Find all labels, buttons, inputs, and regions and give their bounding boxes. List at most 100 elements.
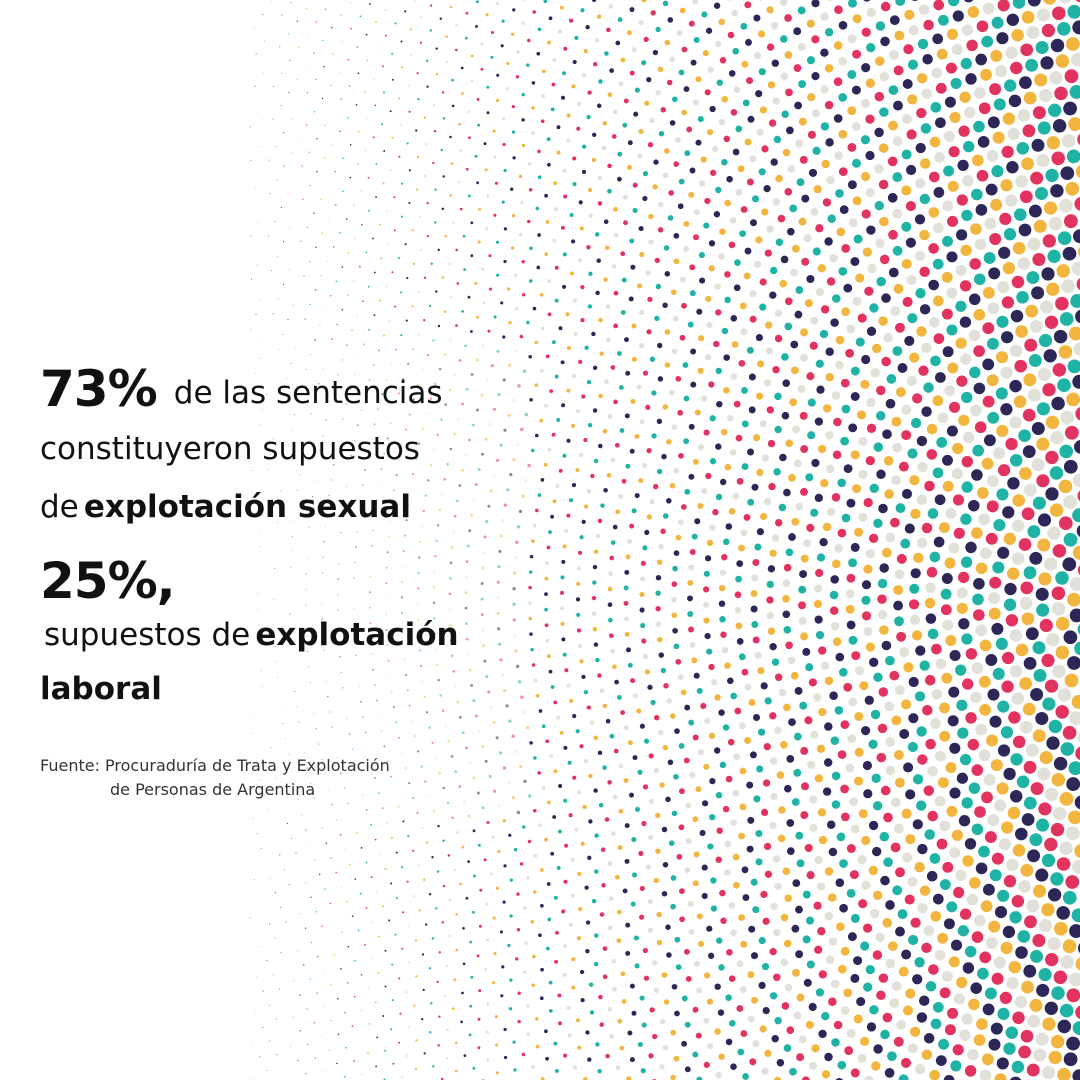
pattern-dot xyxy=(969,877,981,889)
pattern-dot xyxy=(453,373,457,377)
pattern-dot xyxy=(795,950,804,959)
pattern-dot xyxy=(796,178,805,187)
pattern-dot xyxy=(523,779,527,784)
pattern-dot xyxy=(331,804,333,806)
pattern-dot xyxy=(885,398,896,409)
pattern-dot xyxy=(470,684,473,687)
pattern-dot xyxy=(918,365,929,376)
pattern-dot xyxy=(592,626,598,632)
pattern-dot xyxy=(570,423,576,428)
pattern-dot xyxy=(684,150,691,157)
pattern-dot xyxy=(451,104,455,108)
pattern-dot xyxy=(454,685,457,689)
pattern-dot xyxy=(1063,1052,1078,1067)
pattern-dot xyxy=(987,411,1000,424)
pattern-dot xyxy=(832,559,841,569)
pattern-dot xyxy=(701,892,708,900)
pattern-dot xyxy=(658,729,664,736)
pattern-dot xyxy=(730,929,737,937)
pattern-dot xyxy=(437,678,440,682)
pattern-dot xyxy=(569,212,574,218)
pattern-dot xyxy=(718,584,726,592)
pattern-dot xyxy=(536,51,541,56)
pattern-dot xyxy=(596,258,601,263)
pattern-dot xyxy=(766,225,774,233)
pattern-dot xyxy=(862,247,872,257)
pattern-dot xyxy=(1023,964,1037,978)
pattern-dot xyxy=(736,1005,744,1012)
pattern-dot xyxy=(538,823,543,828)
pattern-dot xyxy=(1050,184,1064,198)
pattern-dot xyxy=(507,943,511,948)
pattern-dot xyxy=(1065,37,1080,51)
pattern-dot xyxy=(497,392,501,397)
pattern-dot xyxy=(563,46,568,51)
pattern-dot xyxy=(997,281,1010,294)
pattern-dot xyxy=(553,181,558,186)
pattern-dot xyxy=(721,95,728,103)
pattern-dot xyxy=(596,103,602,109)
pattern-dot xyxy=(385,285,388,288)
pattern-dot xyxy=(903,762,914,773)
pattern-dot xyxy=(919,193,931,205)
pattern-dot xyxy=(610,540,616,545)
pattern-dot xyxy=(664,271,671,277)
pattern-dot xyxy=(767,81,776,89)
pattern-dot xyxy=(368,379,371,381)
pattern-dot xyxy=(556,417,561,422)
pattern-dot xyxy=(337,593,339,596)
pattern-dot xyxy=(916,494,928,505)
pattern-dot xyxy=(648,834,654,841)
pattern-dot xyxy=(1071,859,1080,874)
pattern-dot xyxy=(559,5,564,10)
pattern-dot xyxy=(431,741,434,744)
pattern-dot xyxy=(975,562,988,575)
pattern-dot xyxy=(975,624,988,637)
pattern-dot xyxy=(544,1029,548,1034)
pattern-dot xyxy=(315,728,317,730)
pattern-dot xyxy=(496,611,500,615)
pattern-dot xyxy=(300,736,303,739)
pattern-dot xyxy=(653,483,659,490)
pattern-dot xyxy=(885,765,896,776)
pattern-dot xyxy=(924,480,935,492)
pattern-dot xyxy=(329,902,332,905)
pattern-dot xyxy=(620,309,626,315)
pattern-dot xyxy=(610,648,615,654)
pattern-dot xyxy=(1072,545,1080,560)
pattern-dot xyxy=(895,503,906,514)
pattern-dot xyxy=(341,516,344,518)
pattern-dot xyxy=(901,430,912,441)
pattern-dot xyxy=(662,0,669,7)
pattern-dot xyxy=(739,302,747,310)
pattern-dot xyxy=(1002,506,1015,519)
pattern-dot xyxy=(997,546,1010,559)
pattern-dot xyxy=(634,963,640,969)
pattern-dot xyxy=(388,320,391,323)
pattern-dot xyxy=(788,474,796,482)
pattern-dot xyxy=(692,880,699,887)
pattern-dot xyxy=(439,694,442,697)
pattern-dot xyxy=(678,743,685,749)
pattern-dot xyxy=(331,338,333,340)
pattern-dot xyxy=(308,526,310,528)
pattern-dot xyxy=(996,424,1009,437)
pattern-dot xyxy=(696,687,703,694)
pattern-dot xyxy=(978,749,991,762)
pattern-dot xyxy=(968,782,981,794)
pattern-dot xyxy=(985,654,998,666)
pattern-dot xyxy=(651,390,657,396)
pattern-dot xyxy=(426,841,429,844)
pattern-dot xyxy=(1029,833,1043,847)
pattern-dot xyxy=(580,841,585,846)
pattern-dot xyxy=(511,796,516,800)
pattern-dot xyxy=(941,271,953,283)
pattern-dot xyxy=(418,215,422,218)
pattern-dot xyxy=(398,977,401,980)
pattern-dot xyxy=(301,458,303,461)
stat2-highlight-1: explotación xyxy=(255,617,459,653)
pattern-dot xyxy=(740,206,748,213)
pattern-dot xyxy=(486,85,490,89)
pattern-dot xyxy=(961,1013,973,1025)
pattern-dot xyxy=(1064,673,1079,688)
